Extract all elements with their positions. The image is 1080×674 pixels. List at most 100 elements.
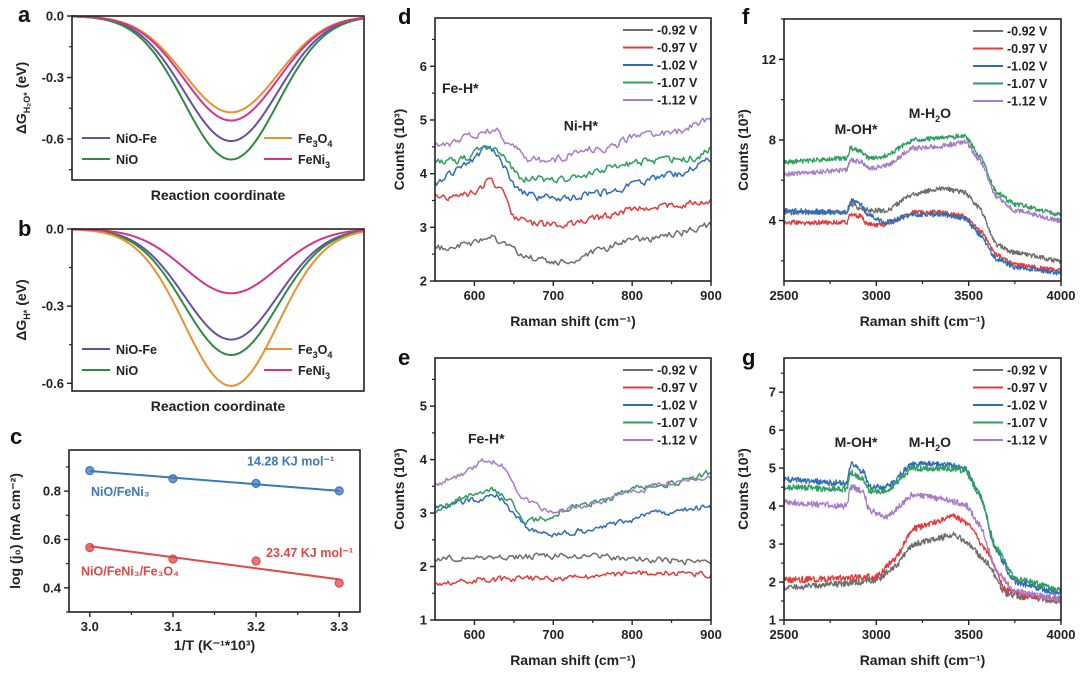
y-tick-label: -0.6 [42, 376, 64, 391]
y-tick-label: -0.3 [42, 70, 64, 85]
legend-label: -0.97 V [657, 41, 698, 55]
y-axis-title: ΔGH₂O* (eV) [13, 62, 32, 134]
y-tick-label: 0.0 [46, 222, 64, 237]
y-tick-label: 2 [420, 559, 427, 574]
panel-e: e 1 2 3 4 5 600 700 800 900 Fe-H* -0.92 V -0.97 V -1.… [391, 345, 722, 668]
series-group [71, 15, 364, 161]
legend-label: -1.02 V [1007, 60, 1048, 74]
legend-label: -0.97 V [1007, 42, 1048, 56]
x-tick-label: 3500 [954, 288, 983, 303]
series-line--0.92V [783, 186, 1062, 264]
peak-annotation: Fe-H* [468, 431, 505, 447]
x-tick-label: 700 [542, 627, 564, 642]
series-line-NiO [71, 15, 364, 161]
series-line-NiO [72, 228, 364, 357]
y-tick-label: 6 [420, 59, 427, 74]
x-axis-title: 1/T (K⁻¹*10³) [174, 637, 255, 653]
series-group [783, 460, 1062, 604]
x-tick-label: 3.1 [164, 619, 182, 634]
data-point [251, 556, 261, 566]
x-axis-title: Reaction coordinate [151, 187, 286, 203]
series-line--1.12V [783, 139, 1062, 224]
legend-label: -1.02 V [657, 399, 698, 413]
x-tick-label: 2500 [770, 288, 799, 303]
series-line--1.07V [434, 469, 712, 525]
series-line--0.92V [434, 221, 712, 266]
series-line--1.12V [434, 458, 712, 514]
series-line-NiO-Fe [71, 228, 364, 341]
x-tick-label: 3.3 [330, 619, 348, 634]
x-axis-title: Raman shift (cm⁻¹) [860, 652, 986, 668]
legend-label: NiO-Fe [116, 343, 157, 357]
series-line--1.07V [783, 464, 1062, 593]
y-tick-label: 5 [420, 399, 427, 414]
series-group [434, 117, 712, 266]
plot-frame [68, 449, 361, 613]
panel-label: a [18, 2, 31, 27]
fit-line [89, 545, 340, 581]
y-tick-label: -0.3 [42, 299, 64, 314]
peak-annotation: Ni-H* [564, 118, 599, 134]
plot-frame [783, 357, 1062, 621]
plot-frame [434, 357, 712, 621]
series-group [783, 133, 1062, 276]
plot-frame [434, 17, 712, 282]
panel-b: b 0.0 -0.3 -0.6 NiO-Fe NiO Fe3O4 FeNi3 Reaction … [13, 216, 365, 414]
data-point [168, 554, 178, 564]
y-tick-label: 3 [420, 506, 427, 521]
y-tick-label: 2 [420, 274, 427, 289]
data-point [334, 578, 344, 588]
legend-label: -1.07 V [657, 416, 698, 430]
series-line-Fe3O4 [72, 15, 364, 114]
peak-annotation: M-H2O [909, 105, 951, 124]
legend: NiO-Fe NiO Fe3O4 FeNi3 [82, 132, 332, 170]
legend-label: -1.12 V [657, 94, 698, 108]
panel-label: b [18, 216, 31, 241]
plot-frame [71, 228, 365, 392]
y-tick-label: 4 [769, 213, 777, 228]
series-line--0.97V [783, 513, 1062, 603]
x-tick-label: 3000 [862, 288, 891, 303]
series-line--0.92V [783, 531, 1062, 604]
y-axis-title: ΔGH* (eV) [13, 279, 32, 340]
x-tick-label: 3.2 [247, 619, 265, 634]
peak-annotation: M-H2O [909, 434, 951, 453]
x-tick-label: 3000 [862, 627, 891, 642]
legend-label: NiO [116, 153, 139, 167]
panel-label: c [10, 424, 22, 449]
data-point [85, 465, 95, 476]
y-tick-label: 4 [769, 499, 777, 514]
y-tick-label: -0.6 [42, 132, 64, 147]
panel-label: g [742, 345, 755, 370]
legend-label: -1.12 V [657, 434, 698, 448]
y-tick-label: 6 [769, 423, 776, 438]
x-tick-label: 3500 [954, 627, 983, 642]
legend-label: -1.12 V [1007, 434, 1048, 448]
series-line-NiO-Fe [72, 15, 364, 142]
panel-label: f [742, 4, 750, 29]
legend-label: FeNi3 [298, 153, 330, 170]
y-axis-title: Counts (10³) [735, 448, 751, 530]
legend-label: Fe3O4 [298, 132, 332, 149]
y-tick-label: 5 [769, 461, 776, 476]
legend-label: -0.92 V [657, 364, 698, 378]
series-group [85, 465, 344, 588]
x-tick-label: 600 [464, 288, 486, 303]
legend: -0.92 V -0.97 V -1.02 V -1.07 V -1.12 V [623, 364, 698, 448]
y-tick-label: 0.4 [43, 580, 62, 595]
series-line--1.02V [434, 493, 712, 538]
data-point [334, 486, 344, 496]
x-tick-label: 900 [700, 627, 722, 642]
y-tick-label: 8 [769, 132, 776, 147]
x-axis-title: Raman shift (cm⁻¹) [510, 652, 636, 668]
x-tick-label: 800 [621, 627, 643, 642]
y-tick-label: 12 [762, 52, 776, 67]
legend-label: -0.97 V [657, 381, 698, 395]
y-tick-label: 3 [420, 220, 427, 235]
y-tick-label: 4 [420, 166, 428, 181]
y-tick-label: 5 [420, 112, 427, 127]
y-axis-title: Counts (10³) [735, 109, 751, 191]
series-line--0.97V [434, 570, 712, 586]
x-tick-label: 4000 [1047, 288, 1076, 303]
